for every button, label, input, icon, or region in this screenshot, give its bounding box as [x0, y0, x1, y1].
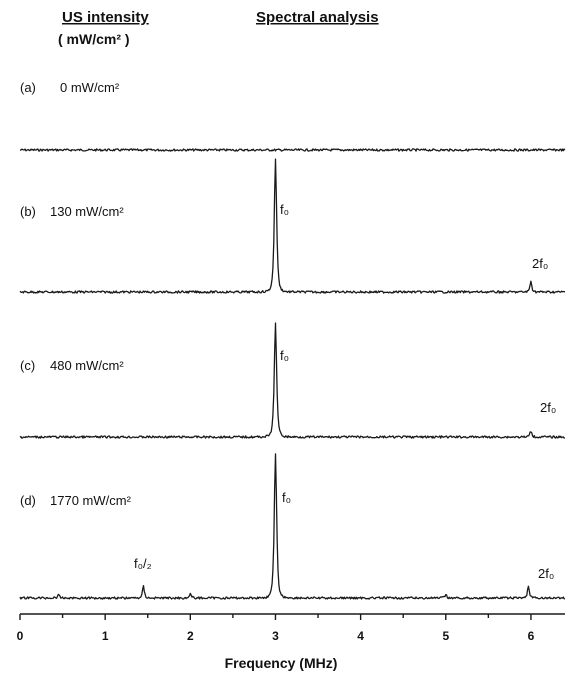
- panel-c-intensity: 480 mW/cm²: [50, 358, 124, 373]
- panel-d-label: (d): [20, 493, 36, 508]
- header-us-intensity: US intensity: [62, 9, 149, 26]
- spectrum-trace-a: [19, 148, 566, 152]
- annotation-c-f0: f₀: [280, 348, 289, 363]
- annotation-d-f0: f₀: [282, 490, 291, 505]
- x-axis-ticks: 0 1 2 3 4 5 6: [17, 614, 535, 643]
- panel-a-intensity: 0 mW/cm²: [60, 80, 120, 95]
- panel-b-intensity: 130 mW/cm²: [50, 204, 124, 219]
- annotation-b-f0: f₀: [280, 202, 289, 217]
- x-tick-label-2: 2: [187, 629, 194, 643]
- panel-a-label: (a): [20, 80, 36, 95]
- panel-b-label: (b): [20, 204, 36, 219]
- spectrum-trace-b: [19, 158, 566, 294]
- annotation-d-2f0: 2f₀: [538, 566, 554, 581]
- panel-c-label: (c): [20, 358, 35, 373]
- spectrum-trace-d: [19, 453, 566, 600]
- x-axis-title: Frequency (MHz): [225, 655, 338, 671]
- annotation-c-2f0: 2f₀: [540, 400, 556, 415]
- header-intensity-unit: ( mW/cm² ): [58, 31, 130, 47]
- header-spectral-analysis: Spectral analysis: [256, 9, 379, 26]
- x-tick-label-0: 0: [17, 629, 24, 643]
- x-tick-label-4: 4: [357, 629, 364, 643]
- x-tick-label-6: 6: [528, 629, 535, 643]
- spectrum-trace-c: [19, 322, 565, 439]
- x-tick-label-1: 1: [102, 629, 109, 643]
- annotation-b-2f0: 2f₀: [532, 256, 548, 271]
- x-tick-label-5: 5: [442, 629, 449, 643]
- annotation-d-half-f0: f₀/₂: [134, 556, 152, 571]
- x-tick-label-3: 3: [272, 629, 279, 643]
- panel-d-intensity: 1770 mW/cm²: [50, 493, 132, 508]
